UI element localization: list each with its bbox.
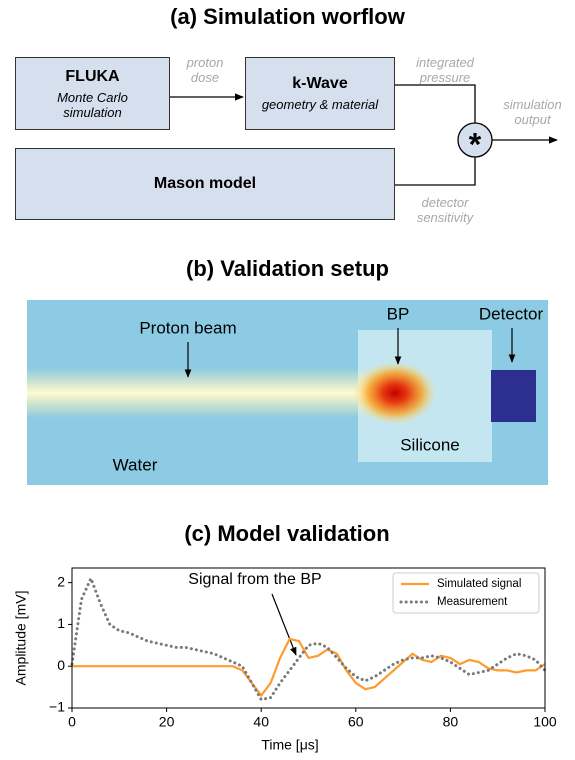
box-title: k-Wave [292, 75, 348, 92]
panel-title: (b) Validation setup [186, 256, 389, 281]
workflow-box: k-Wave geometry & material [245, 57, 395, 130]
plot-frame [71, 567, 546, 709]
legend-label: Measurement [437, 596, 508, 608]
flow-label: simulation output [503, 97, 562, 127]
box-title: Mason model [153, 175, 257, 192]
operator: * [469, 126, 482, 162]
setup-label: Detector [479, 304, 544, 323]
setup-label: Proton beam [139, 318, 236, 337]
y-tick-label: 0 [57, 657, 65, 673]
y-tick-label: 2 [57, 573, 65, 589]
annotation: Signal from the BP [188, 571, 321, 588]
legend-box [392, 572, 540, 614]
chart-title: (c) Model validation [184, 521, 389, 546]
flow-label: detector sensitivity [416, 195, 474, 225]
series-line [72, 637, 546, 698]
setup-image [27, 300, 548, 485]
x-tick-label: 0 [68, 714, 76, 730]
operator-circle [457, 122, 493, 158]
x-tick-label: 100 [533, 714, 557, 730]
x-tick-label: 80 [443, 714, 459, 730]
box-subtitle: geometry & material [261, 97, 379, 112]
panel-title: (a) Simulation worflow [170, 4, 405, 29]
flow-label: proton dose [186, 55, 224, 85]
box-subtitle: Monte Carlo simulation [57, 89, 128, 120]
annotation-arrow [271, 593, 297, 656]
series-line [70, 574, 547, 702]
workflow-box: FLUKA Monte Carlo simulation [15, 57, 170, 130]
workflow-arrows [170, 84, 558, 186]
x-tick-label: 20 [159, 714, 175, 730]
flow-label: integrated pressure [416, 55, 474, 85]
setup-label: Water [113, 455, 158, 474]
y-axis-label: Amplitude [mV] [13, 591, 29, 686]
workflow-box: Mason model [15, 148, 395, 220]
x-tick-label: 60 [348, 714, 364, 730]
legend-label: Simulated signal [437, 578, 521, 590]
x-axis-label: Time [μs] [261, 737, 318, 753]
x-tick-label: 40 [253, 714, 269, 730]
y-tick-label: 1 [57, 615, 65, 631]
setup-label: BP [387, 304, 410, 323]
box-title: FLUKA [65, 67, 120, 85]
setup-label: Silicone [400, 435, 460, 454]
y-tick-label: −1 [49, 699, 65, 715]
